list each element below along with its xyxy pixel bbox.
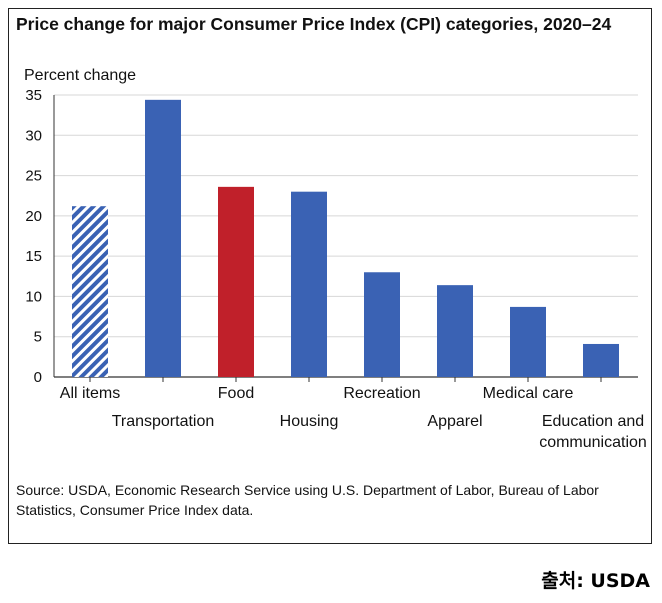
y-tick-label: 20	[25, 208, 42, 225]
y-tick-label: 5	[34, 329, 42, 346]
y-tick-label: 30	[25, 127, 42, 144]
x-category-label: Housing	[280, 413, 339, 430]
y-tick-label: 15	[25, 248, 42, 265]
bar-all-items	[72, 206, 108, 377]
y-tick-label: 10	[25, 288, 42, 305]
bar-housing	[291, 191, 327, 377]
bar-education-and-communication	[583, 343, 619, 377]
x-category-label: Food	[218, 385, 254, 402]
bar-transportation	[145, 99, 181, 377]
y-tick-label: 0	[34, 369, 42, 386]
chart-title: Price change for major Consumer Price In…	[16, 14, 612, 34]
x-category-label: Education and communication	[539, 413, 647, 451]
credit-text: 출처: USDA	[541, 570, 650, 592]
x-category-label: All items	[60, 385, 120, 402]
x-category-label: Transportation	[112, 413, 215, 430]
source-note: Source: USDA, Economic Research Service …	[16, 482, 599, 518]
y-tick-label: 25	[25, 168, 42, 185]
y-axis-title: Percent change	[24, 67, 136, 84]
x-category-label: Recreation	[343, 385, 420, 402]
chart-frame	[8, 8, 652, 544]
bar-medical-care	[510, 306, 546, 377]
bar-apparel	[437, 285, 473, 377]
y-tick-label: 35	[25, 87, 42, 104]
x-category-label: Medical care	[483, 385, 574, 402]
bar-chart: Percent change 0 5 10 15 20 25 30 35 All items T…	[24, 67, 647, 451]
bar-recreation	[364, 272, 400, 377]
bar-food	[218, 186, 254, 377]
x-category-label: Apparel	[427, 413, 482, 430]
